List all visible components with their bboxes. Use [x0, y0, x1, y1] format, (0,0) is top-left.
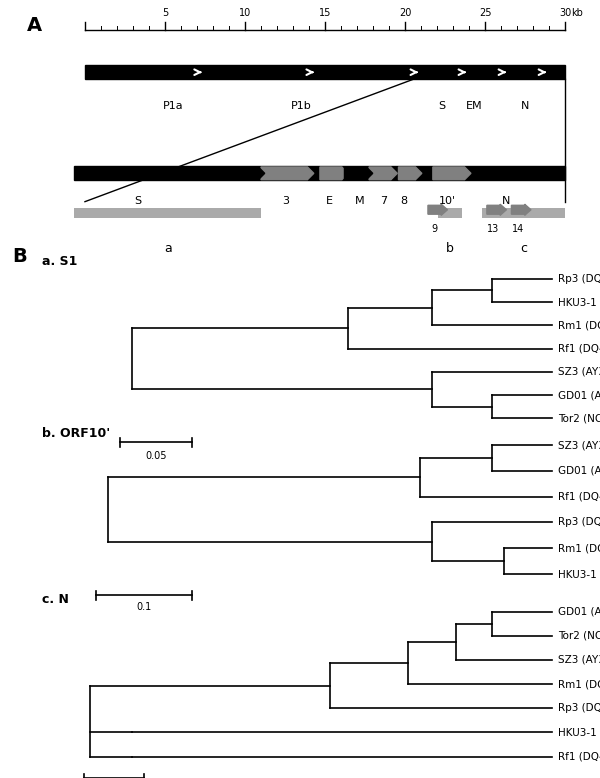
Text: N: N [521, 100, 530, 110]
Text: Tor2 (NC_004718): Tor2 (NC_004718) [558, 413, 600, 424]
Text: SZ3 (AY304486): SZ3 (AY304486) [558, 655, 600, 665]
Text: c: c [520, 242, 527, 255]
Text: Rm1 (DQ412043): Rm1 (DQ412043) [558, 321, 600, 331]
Text: 25: 25 [479, 8, 491, 18]
Text: S: S [439, 100, 446, 110]
Text: SZ3 (AY304486): SZ3 (AY304486) [558, 440, 600, 450]
Text: Rp3 (DQ071615): Rp3 (DQ071615) [558, 703, 600, 713]
Text: a. S1: a. S1 [42, 255, 77, 268]
FancyArrow shape [428, 204, 448, 216]
Text: Rf1 (DQ412042): Rf1 (DQ412042) [558, 344, 600, 353]
Text: 3: 3 [282, 195, 289, 205]
Text: P1a: P1a [163, 100, 184, 110]
FancyArrow shape [320, 167, 348, 180]
FancyArrow shape [433, 167, 471, 180]
Text: A: A [27, 16, 42, 34]
FancyArrow shape [261, 167, 314, 180]
Text: 13: 13 [487, 224, 499, 234]
Text: 7: 7 [380, 195, 388, 205]
Text: 5: 5 [162, 8, 168, 18]
FancyArrow shape [207, 167, 265, 180]
Text: 30: 30 [559, 8, 572, 18]
FancyArrow shape [511, 204, 531, 216]
FancyArrow shape [482, 167, 545, 180]
Text: c. N: c. N [42, 593, 69, 606]
Text: 8: 8 [400, 195, 407, 205]
Text: 15: 15 [319, 8, 331, 18]
Text: HKU3-1 (DQ022305): HKU3-1 (DQ022305) [558, 569, 600, 579]
Text: Rm1 (DQ412043): Rm1 (DQ412043) [558, 679, 600, 689]
FancyArrow shape [344, 167, 373, 180]
Text: 0.1: 0.1 [136, 602, 152, 612]
Text: Rp3 (DQ071615): Rp3 (DQ071615) [558, 517, 600, 527]
Text: S: S [134, 195, 142, 205]
Text: M: M [355, 195, 364, 205]
FancyArrow shape [398, 167, 422, 180]
Text: a: a [164, 242, 172, 255]
Bar [85, 65, 565, 79]
Text: 9: 9 [431, 224, 437, 234]
Bar [74, 166, 565, 180]
Text: HKU3-1 (DQ022305): HKU3-1 (DQ022305) [558, 297, 600, 307]
Text: HKU3-1 (DQ022305): HKU3-1 (DQ022305) [558, 727, 600, 738]
Text: E: E [326, 195, 333, 205]
Text: SZ3 (AY304486): SZ3 (AY304486) [558, 366, 600, 377]
Text: kb: kb [571, 8, 583, 18]
Text: 10: 10 [239, 8, 251, 18]
Bar [482, 208, 565, 228]
Text: EM: EM [466, 100, 482, 110]
Text: Tor2 (NC_004718): Tor2 (NC_004718) [558, 630, 600, 641]
FancyArrow shape [369, 167, 397, 180]
Text: b: b [446, 242, 454, 255]
Bar [74, 208, 261, 228]
Text: 10': 10' [439, 195, 456, 205]
Text: 0.05: 0.05 [145, 450, 167, 461]
Text: Rp3 (DQ071615): Rp3 (DQ071615) [558, 274, 600, 284]
Text: N: N [502, 195, 511, 205]
Text: GD01 (AY278489): GD01 (AY278489) [558, 607, 600, 617]
Text: Rf1 (DQ412042): Rf1 (DQ412042) [558, 752, 600, 762]
Text: P1b: P1b [291, 100, 311, 110]
Text: GD01 (AY278489): GD01 (AY278489) [558, 466, 600, 476]
Text: 20: 20 [399, 8, 412, 18]
Text: Rf1 (DQ412042): Rf1 (DQ412042) [558, 492, 600, 502]
Text: B: B [12, 247, 27, 265]
Text: b. ORF10': b. ORF10' [42, 427, 110, 440]
Text: GD01 (AY278489): GD01 (AY278489) [558, 390, 600, 400]
Text: Rm1 (DQ412043): Rm1 (DQ412043) [558, 543, 600, 553]
Text: 14: 14 [512, 224, 524, 234]
FancyArrow shape [487, 204, 506, 216]
Bar [438, 208, 463, 228]
